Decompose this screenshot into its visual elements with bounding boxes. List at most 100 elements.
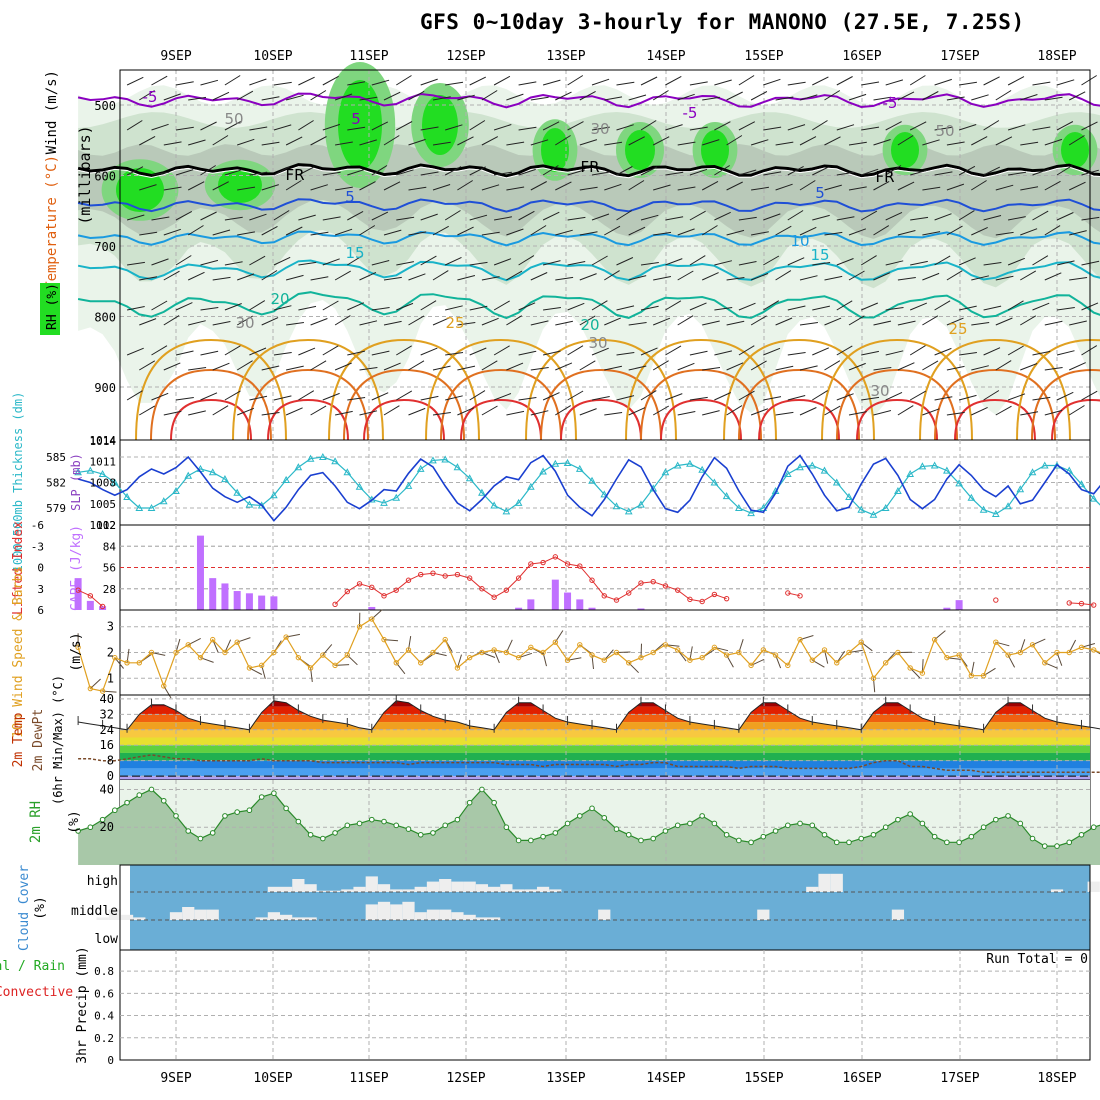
wind-barb (383, 135, 400, 146)
wind-barb (383, 276, 402, 281)
rh-point (711, 820, 718, 827)
wind-barb (1069, 277, 1088, 281)
wind-barb (665, 75, 682, 86)
slp-tick-label: 1005 (90, 498, 117, 511)
wind-barb (1020, 411, 1039, 416)
wind-speed-point (699, 654, 705, 661)
rh-point (173, 813, 179, 819)
wind-barb (787, 352, 806, 356)
wind-barb (775, 411, 794, 416)
wind-barb (873, 272, 891, 281)
wind-barb (224, 303, 242, 311)
rh-point (405, 826, 412, 832)
wind-barb (909, 390, 927, 401)
date-label-top: 18SEP (1037, 49, 1076, 64)
wind-barb (261, 141, 280, 146)
wind-barb (1044, 272, 1062, 281)
wind-barb (824, 136, 841, 146)
wind-barb (934, 255, 951, 266)
wind-barb (1056, 260, 1075, 266)
cloud-middle-bar (133, 917, 146, 920)
thickness-point (673, 461, 682, 469)
wind-barb (542, 260, 561, 266)
date-label-top: 17SEP (940, 49, 979, 64)
rh-point (479, 786, 485, 793)
wind-barb (371, 350, 390, 356)
wind-barb (322, 75, 339, 86)
wind-barb (604, 225, 621, 236)
cloud-high-bar (818, 873, 831, 892)
precip-tick-label: 0.8 (94, 965, 114, 978)
cloud-bg (130, 865, 1090, 950)
wind-barb (371, 307, 390, 311)
wind-barb (457, 180, 473, 191)
thickness-tick-label: 585 (46, 451, 66, 464)
rh-moist-core (422, 95, 458, 155)
wind-speed-point (1078, 644, 1085, 651)
wind-barb (750, 91, 768, 101)
wind-barb (689, 210, 706, 221)
cloud-level-label: high (87, 874, 118, 889)
wind-barb (787, 257, 805, 266)
wind-barb (934, 347, 952, 356)
wind-barb (934, 300, 951, 311)
wind-speed-point (1029, 642, 1036, 648)
wind-barb (518, 350, 537, 356)
temp-contour-warm (170, 398, 252, 441)
wind-speed-point (258, 662, 265, 669)
lifted-index-point (332, 601, 338, 608)
slp-tick-label: 1002 (90, 519, 117, 532)
rh-point (466, 799, 473, 806)
wind-barb (383, 229, 402, 236)
wind-barb (420, 255, 437, 266)
lifted-index-line (1069, 602, 1094, 606)
wind-barb (983, 262, 1002, 266)
wind-barb (1032, 302, 1050, 311)
wind-barb (738, 302, 756, 311)
wind-barb (824, 360, 841, 371)
wind-speed-point (907, 665, 913, 671)
wind-barb (995, 184, 1014, 191)
cape-tick-label: 56 (103, 562, 116, 575)
lifted-index-point (613, 597, 620, 603)
wind-barb (640, 347, 658, 356)
date-label-top: 16SEP (842, 49, 881, 64)
wind-barb (273, 256, 291, 266)
wind-barb (347, 397, 366, 401)
rh-moist-core (338, 80, 382, 170)
wind-speed-point (821, 647, 828, 653)
wind-speed-point (870, 675, 877, 681)
wind-barb (481, 136, 499, 146)
wind-speed-point (785, 662, 791, 669)
wind-speed-point (332, 662, 338, 669)
wind-barb (591, 255, 608, 266)
contour-label: 20 (580, 316, 599, 334)
wind-speed-point (148, 649, 155, 656)
wind-barb (506, 93, 524, 101)
wind-barb (604, 317, 621, 326)
wind-barb (469, 76, 487, 86)
temp-contour-warm (640, 368, 762, 441)
rh-point (882, 824, 889, 831)
wind-barb (885, 79, 904, 86)
wind-barb (200, 165, 216, 176)
wind-barb (897, 277, 916, 281)
rh-point (295, 818, 302, 825)
wind-barb (775, 365, 794, 371)
cloud-ylabel: Cloud Cover (17, 865, 32, 951)
wind-barb (628, 407, 646, 416)
rh-point (454, 816, 461, 823)
wind-barb (249, 213, 267, 221)
cape-bar (368, 606, 376, 610)
thickness-point (110, 478, 119, 486)
pressure-tick-label: 800 (94, 311, 116, 325)
wind-barb (396, 216, 415, 221)
wind-barb (750, 360, 767, 371)
rh-point (307, 831, 314, 838)
wind-speed-point (405, 647, 412, 653)
wind-barb (922, 315, 939, 326)
wind-barb (689, 168, 708, 176)
wind-barb (518, 81, 537, 86)
cloud-high-bar (512, 889, 525, 892)
wind-barb (799, 94, 818, 101)
